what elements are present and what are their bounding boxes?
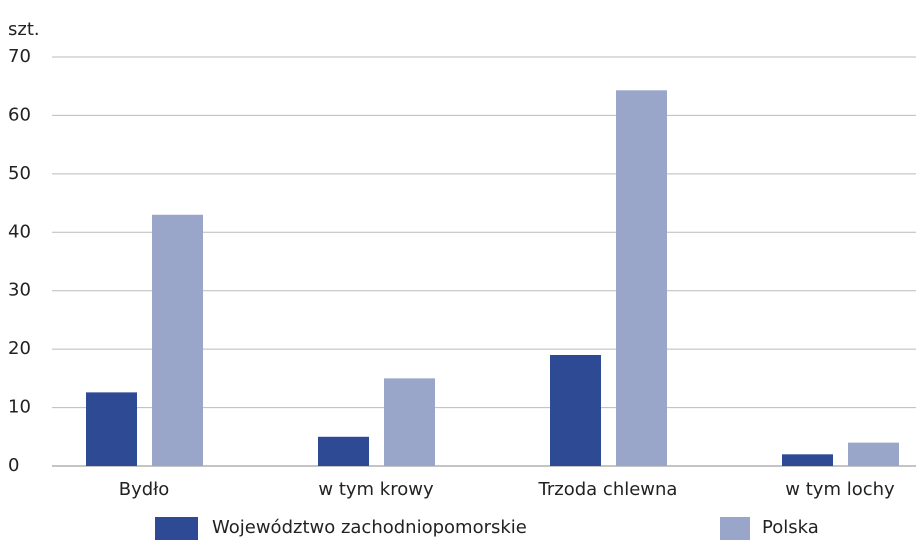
legend-label: Województwo zachodniopomorskie <box>212 517 527 538</box>
y-tick-label: 10 <box>8 397 31 418</box>
x-tick-label: Bydło <box>119 479 170 500</box>
y-tick-label: 20 <box>8 338 31 359</box>
bar <box>384 378 435 466</box>
bar <box>86 392 137 466</box>
bar <box>782 454 833 466</box>
legend-swatch <box>155 517 198 540</box>
y-tick-label: 60 <box>8 104 31 125</box>
bar <box>152 214 203 466</box>
x-tick-label: w tym lochy <box>785 479 895 500</box>
bar <box>550 354 601 466</box>
legend-label: Polska <box>762 517 819 538</box>
bar <box>848 442 899 466</box>
x-tick-label: Trzoda chlewna <box>538 479 678 500</box>
legend-swatch <box>720 517 750 540</box>
y-tick-label: 30 <box>8 280 31 301</box>
x-tick-label: w tym krowy <box>318 479 434 500</box>
y-tick-label: 40 <box>8 221 31 242</box>
y-axis-label: szt. <box>8 19 40 40</box>
bar <box>318 436 369 466</box>
y-tick-label: 0 <box>8 455 19 476</box>
y-tick-label: 50 <box>8 163 31 184</box>
bar <box>616 90 667 466</box>
y-tick-label: 70 <box>8 46 31 67</box>
